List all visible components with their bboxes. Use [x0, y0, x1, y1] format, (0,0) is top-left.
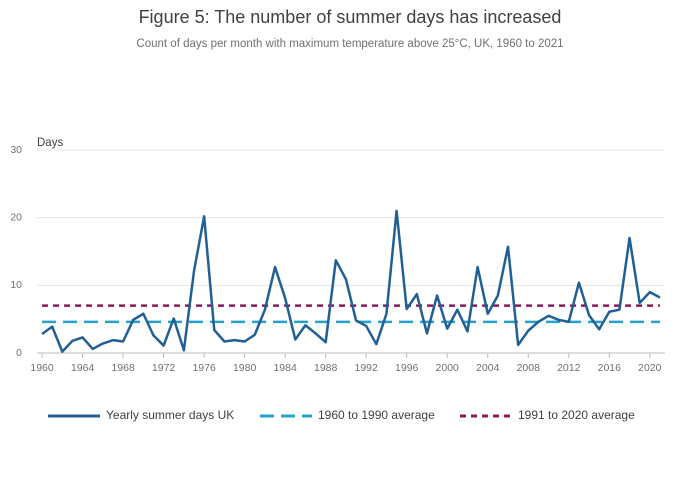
x-tick-label: 1976	[192, 362, 216, 374]
x-tick-label: 2004	[476, 362, 500, 374]
legend-label: 1960 to 1990 average	[318, 408, 435, 422]
x-tick-label: 1964	[71, 362, 95, 374]
x-tick-label: 2016	[598, 362, 622, 374]
x-tick-label: 1996	[395, 362, 419, 374]
x-tick-label: 1992	[355, 362, 379, 374]
x-tick-label: 2000	[436, 362, 460, 374]
legend-label: Yearly summer days UK	[106, 408, 234, 422]
y-tick-label: 0	[16, 347, 22, 359]
chart-title: Figure 5: The number of summer days has …	[139, 7, 562, 27]
x-tick-label: 2012	[557, 362, 581, 374]
chart-subtitle: Count of days per month with maximum tem…	[136, 38, 563, 50]
legend-label: 1991 to 2020 average	[518, 408, 635, 422]
x-tick-label: 1980	[233, 362, 257, 374]
x-tick-label: 1984	[273, 362, 297, 374]
x-tick-label: 2020	[638, 362, 662, 374]
y-tick-label: 10	[10, 279, 22, 291]
series-line	[41, 209, 661, 353]
x-tick-label: 1972	[152, 362, 176, 374]
y-tick-label: 20	[10, 211, 22, 223]
x-tick-label: 1968	[111, 362, 135, 374]
y-axis-label: Days	[37, 137, 63, 149]
x-tick-label: 2008	[517, 362, 541, 374]
y-tick-label: 30	[10, 144, 22, 156]
x-tick-label: 1988	[314, 362, 338, 374]
x-tick-label: 1960	[30, 362, 54, 374]
